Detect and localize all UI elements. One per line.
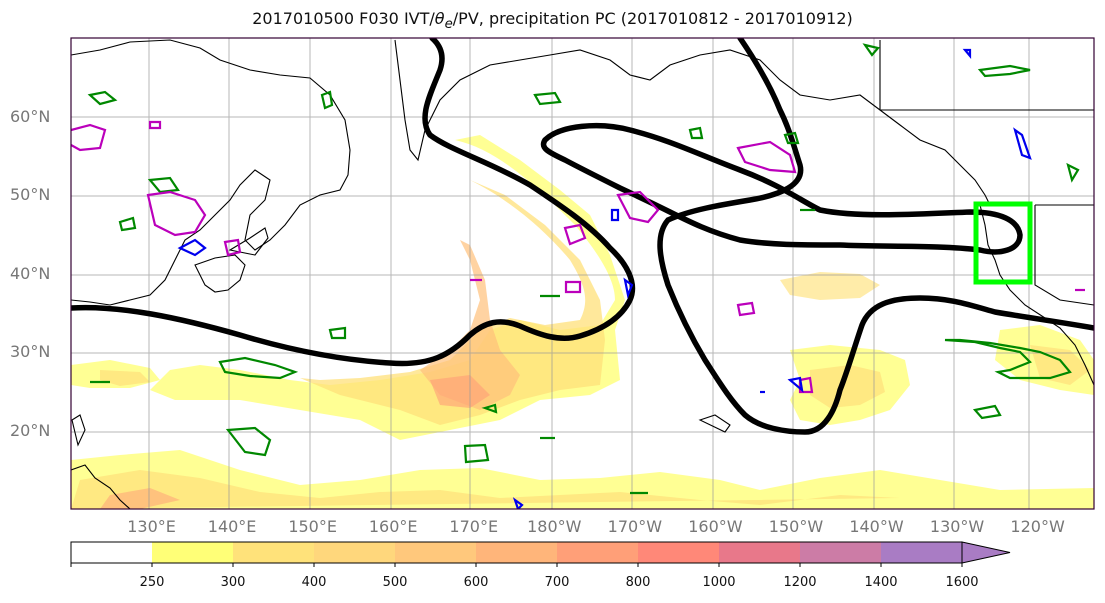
longitude-label: 130°E — [127, 517, 176, 536]
colorbar-segment — [395, 542, 476, 563]
longitude-label: 140°E — [207, 517, 257, 536]
longitude-label: 150°E — [288, 517, 337, 536]
colorbar-label: 250 — [139, 575, 165, 590]
longitude-label: 170°W — [607, 517, 663, 536]
thick-contours — [71, 38, 1094, 435]
colorbar-segment — [152, 542, 233, 563]
blue-contours — [177, 48, 1032, 509]
colorbar-segment — [71, 542, 152, 563]
colorbar-segment — [314, 542, 395, 563]
contour-loop — [540, 122, 1023, 255]
colorbar-segment — [638, 542, 719, 563]
colorbar-segment — [233, 542, 314, 563]
longitude-label: 180°W — [527, 517, 582, 536]
colorbar-label: 1000 — [702, 575, 736, 590]
colorbar-segment — [719, 542, 800, 563]
colorbar — [70, 541, 1011, 567]
target-box — [973, 201, 1033, 285]
green-contours — [87, 43, 1080, 495]
contour-west-east — [71, 38, 636, 367]
colorbar-label: 600 — [463, 575, 489, 590]
colorbar-label: 500 — [382, 575, 408, 590]
longitude-label: 170°E — [449, 517, 499, 536]
latitude-label: 40°N — [10, 263, 51, 283]
map-border — [70, 37, 1095, 510]
colorbar-segment — [881, 542, 962, 563]
colorbar-label: 1400 — [864, 575, 898, 590]
contour-deep — [657, 38, 1094, 435]
colorbar-segment — [557, 542, 638, 563]
longitude-label: 120°W — [1010, 517, 1065, 536]
longitude-label: 130°W — [929, 517, 985, 536]
title-theta-sub: e — [444, 17, 453, 33]
colorbar-label: 800 — [625, 575, 651, 590]
colorbar-outline — [70, 541, 963, 564]
longitude-label: 160°E — [368, 517, 418, 536]
title-prefix: 2017010500 F030 IVT/ — [252, 9, 435, 28]
ivt-shading — [71, 135, 1094, 509]
longitude-label: 160°W — [688, 517, 743, 536]
latitude-label: 20°N — [10, 420, 51, 440]
colorbar-label: 1200 — [783, 575, 817, 590]
colorbar-label: 700 — [544, 575, 570, 590]
latitude-label: 60°N — [10, 106, 51, 126]
chart-title: 2017010500 F030 IVT/θe/PV, precipitation… — [0, 9, 1105, 32]
longitude-label: 150°W — [768, 517, 824, 536]
longitude-label: 140°W — [849, 517, 904, 536]
colorbar-extend-arrow — [961, 541, 1011, 564]
colorbar-segment — [800, 542, 881, 563]
colorbar-label: 1600 — [945, 575, 979, 590]
colorbar-label: 400 — [301, 575, 327, 590]
colorbar-label: 300 — [220, 575, 246, 590]
title-suffix: /PV, precipitation PC (2017010812 - 2017… — [452, 9, 853, 28]
latitude-label: 50°N — [10, 185, 51, 204]
title-theta: θ — [434, 9, 445, 28]
colorbar-segment — [476, 542, 557, 563]
latitude-label: 30°N — [10, 342, 51, 361]
